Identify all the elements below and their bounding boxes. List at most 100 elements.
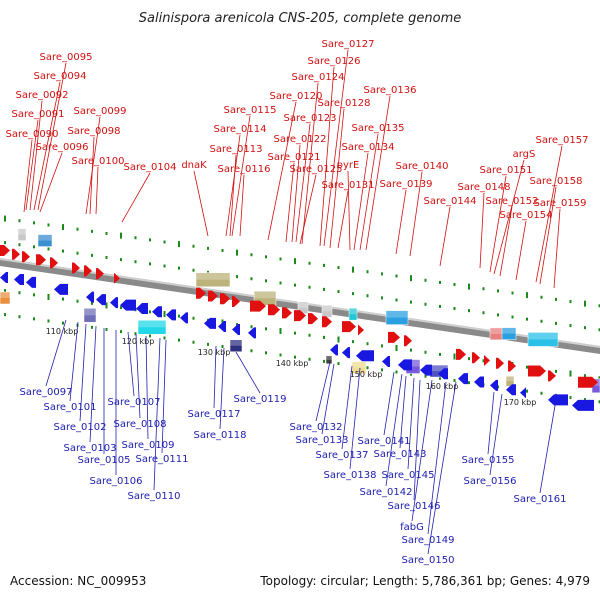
gene-label: Sare_0140 [396,161,449,172]
tick-dot [526,365,528,369]
feature-box-shade [18,228,26,235]
leader-line [315,361,331,422]
tick-dot [323,359,325,363]
tick-dot [47,319,50,323]
reverse-gene-arrow [490,379,498,391]
tick-dot [424,350,427,354]
tick-dot [120,306,122,310]
feature-box-shade [298,301,308,308]
feature-box-shade [352,361,366,368]
tick-dot [192,316,195,320]
tick-dot [250,325,253,329]
kbp-tick-label: 140 kbp [276,359,309,368]
kbp-tick-labels: 110 kbp 120 kbp 130 kbp 140 kbp 150 kbp 160 k… [46,327,537,407]
gene-label: Sare_0094 [34,71,87,82]
leader-line [145,335,149,440]
leader-line [135,333,141,419]
forward-gene-arrow [294,310,306,322]
tick-dot [47,247,50,251]
leader-line [29,100,43,211]
feature-box-shade [138,320,166,328]
gene-label: Sare_0097 [20,387,73,398]
map-title: Salinispora arenicola CNS-205, complete … [139,11,461,26]
tick-dot [555,297,557,301]
tick-dot [4,313,6,317]
tick-dot [91,253,93,257]
tick-dot [120,232,122,239]
tick-dot [410,300,412,304]
feature-box-shade [406,359,420,367]
reverse-gene-arrow [232,324,240,336]
leader-line [89,136,95,215]
leader-line [359,133,379,251]
gene-arrows [0,245,598,411]
gene-label: Sare_0106 [90,476,143,487]
gene-label: Sare_0144 [424,196,477,207]
tick-dot [265,279,267,283]
leader-line [95,166,99,215]
feature-box [37,234,53,247]
gene-label: Sare_0103 [64,443,117,454]
gene-label: Sare_0111 [136,454,189,465]
leader-line [291,144,301,243]
tick-dot [584,398,586,402]
gene-label: Sare_0117 [188,409,241,420]
feature-box-shade [196,272,230,280]
leader-line [45,319,67,387]
tick-dot [540,391,543,395]
gene-label: Sare_0125 [290,164,343,175]
leader-line [349,367,361,470]
tick-dot [337,266,340,269]
feature-box-shade [490,327,508,334]
forward-gene-arrow [220,293,230,305]
tick-dot [265,327,267,331]
tick-dot [178,241,180,248]
tick-dot [294,331,296,335]
forward-gene-arrow [96,268,104,280]
forward-gene-arrow [250,300,266,312]
leader-line [535,145,563,283]
gene-label: Sare_0159 [534,198,587,209]
tick-dot [395,345,398,352]
reverse-gene-arrow [204,317,216,329]
tick-dot [221,344,224,348]
tick-dot [76,299,79,303]
tick-dot [62,224,64,231]
leader-line [39,152,63,213]
tick-dot [497,289,499,293]
reverse-gene-arrow [548,394,568,406]
tick-dot [323,263,325,267]
tick-dot [62,297,64,301]
tick-dot [453,379,456,383]
tick-dot [540,295,543,299]
gene-label: Sare_0108 [114,419,167,430]
tick-dot [4,241,6,245]
tick-dot [424,278,427,282]
forward-gene-arrow [456,348,466,360]
leader-line [515,220,527,281]
forward-gene-arrow [0,245,10,256]
reverse-gene-arrow [120,299,136,311]
gene-label: Sare_0118 [194,430,247,441]
gene-labels: Sare_0095Sare_0094Sare_0092Sare_0091Sare… [6,39,589,566]
tick-dot [352,292,354,296]
tick-dot [337,336,340,343]
tick-dot [395,298,398,302]
tick-dot [569,396,572,400]
tick-dot [584,374,586,378]
tick-dot [381,272,383,276]
tick-dot [4,289,6,293]
forward-gene-arrow [232,296,240,308]
feature-box-shade [349,308,357,315]
reverse-gene-arrow [398,359,412,371]
tick-dot [178,266,180,270]
tick-dot [598,400,600,404]
reverse-gene-arrow [0,272,8,283]
kbp-tick-label: 130 kbp [198,348,231,357]
tick-dot [439,376,441,380]
leader-line [127,331,135,397]
tick-dot [250,277,253,281]
tick-dot [265,351,267,355]
forward-gene-arrow [404,335,412,347]
leader-line [219,347,225,430]
